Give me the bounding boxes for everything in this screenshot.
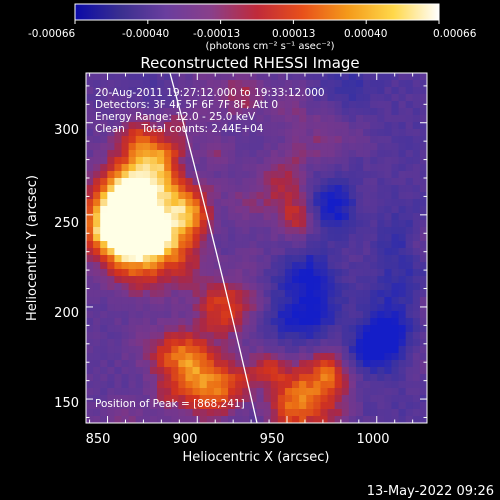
x-tick-label: 900	[173, 432, 198, 447]
colorbar: -0.00066 -0.00040 -0.00013 0.00013 0.000…	[28, 3, 477, 52]
colorbar-tick-label: 0.00013	[272, 28, 315, 40]
x-tick-label: 850	[86, 432, 111, 447]
heatmap	[86, 73, 427, 423]
x-tick-label: 1000	[356, 432, 389, 447]
x-axis-label: Heliocentric X (arcsec)	[183, 450, 330, 465]
info-clean-counts: Clean Total counts: 2.44E+04	[95, 123, 264, 135]
footer-timestamp: 13-May-2022 09:26	[367, 484, 494, 499]
solar-limb-line	[169, 73, 258, 423]
colorbar-tick-marks	[74, 20, 440, 24]
colorbar-tick-label: 0.00066	[433, 28, 477, 40]
colorbar-tick-label: 0.00040	[344, 28, 387, 40]
y-axis-label: Heliocentric Y (arcsec)	[25, 175, 40, 321]
info-energy-range: Energy Range: 12.0 - 25.0 keV	[95, 111, 256, 123]
colorbar-gradient	[74, 3, 440, 21]
colorbar-units-label: (photons cm⁻² s⁻¹ asec⁻²)	[205, 41, 334, 52]
x-tick-label: 950	[260, 432, 285, 447]
plot-frame	[85, 72, 428, 424]
y-tick-label: 200	[54, 306, 79, 321]
image-area	[86, 73, 427, 423]
plot-title: Reconstructed RHESSI Image	[140, 54, 359, 72]
colorbar-tick-label: -0.00066	[28, 28, 76, 40]
y-tick-label: 150	[54, 396, 79, 411]
info-detectors: Detectors: 3F 4F 5F 6F 7F 8F, Att 0	[95, 99, 278, 111]
colorbar-tick-label: -0.00013	[193, 28, 240, 40]
axis-tick-marks	[86, 73, 427, 423]
info-time-range: 20-Aug-2011 19:27:12.000 to 19:33:12.000	[95, 87, 325, 99]
peak-position-label: Position of Peak = [868,241]	[95, 398, 245, 410]
y-tick-label: 300	[54, 123, 79, 138]
y-tick-label: 250	[54, 216, 79, 231]
observation-info: 20-Aug-2011 19:27:12.000 to 19:33:12.000…	[95, 87, 325, 135]
colorbar-tick-label: -0.00040	[122, 28, 169, 40]
